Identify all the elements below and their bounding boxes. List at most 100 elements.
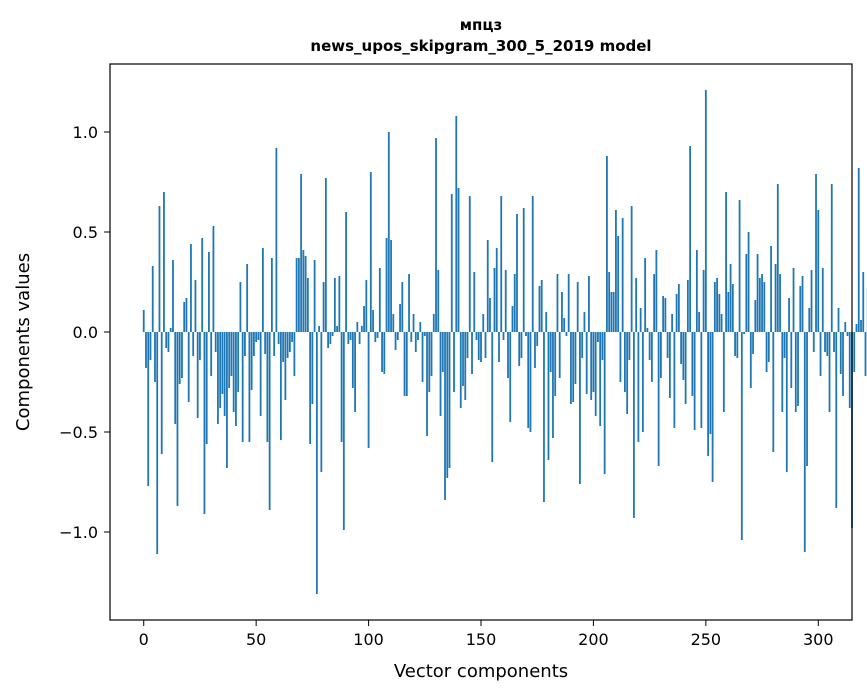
bar — [835, 332, 838, 508]
bar — [563, 318, 566, 332]
bar — [495, 248, 498, 332]
bar — [520, 332, 523, 358]
bar — [599, 332, 602, 426]
bar — [756, 254, 759, 332]
bar — [331, 332, 334, 336]
bar — [297, 258, 300, 332]
bar — [421, 332, 424, 382]
bar — [743, 332, 745, 334]
bar — [565, 332, 568, 336]
bar — [194, 280, 197, 332]
bar — [349, 332, 352, 340]
bar — [322, 282, 325, 332]
bar — [369, 172, 372, 332]
bar — [610, 292, 613, 332]
bar — [862, 272, 865, 332]
bar — [295, 258, 298, 332]
y-tick-label: −1.0 — [59, 523, 98, 542]
bar — [536, 332, 539, 346]
bar — [399, 304, 401, 332]
bar — [740, 332, 743, 540]
bar — [279, 332, 282, 440]
y-tick-label: 0.0 — [73, 323, 98, 342]
bar — [772, 332, 775, 452]
bar — [203, 332, 206, 514]
bar — [545, 312, 548, 332]
x-tick-label: 200 — [578, 630, 609, 649]
bar — [837, 308, 840, 332]
bar — [747, 232, 750, 332]
bar — [860, 320, 862, 332]
bar — [275, 148, 278, 332]
y-tick-label: 1.0 — [73, 123, 98, 142]
bar — [232, 332, 235, 412]
bar — [327, 332, 329, 348]
bar — [333, 278, 336, 332]
bars-group — [142, 90, 867, 594]
bar — [300, 174, 303, 332]
bar — [552, 332, 554, 438]
bar — [754, 300, 757, 332]
bar — [363, 306, 365, 332]
bar — [486, 240, 489, 332]
bar — [511, 306, 514, 332]
bar — [354, 332, 356, 412]
bar — [675, 294, 678, 332]
bar — [556, 274, 559, 332]
bar — [248, 332, 251, 442]
bar — [435, 138, 437, 332]
bar — [302, 250, 305, 332]
bar — [588, 276, 590, 332]
bar — [691, 332, 694, 396]
bar — [448, 332, 451, 468]
bar — [383, 332, 386, 374]
bar — [522, 208, 525, 332]
bar — [619, 332, 622, 382]
bar — [540, 280, 543, 332]
bar — [457, 188, 460, 332]
bar — [597, 332, 599, 342]
bar — [455, 116, 458, 332]
bar — [504, 270, 507, 332]
bar — [360, 326, 363, 332]
bar — [320, 332, 323, 472]
bar — [502, 332, 505, 340]
bar — [857, 168, 860, 332]
bar — [731, 284, 734, 332]
bar — [507, 332, 509, 378]
bar — [385, 238, 388, 332]
bar — [698, 312, 700, 332]
bar — [653, 274, 656, 332]
bar — [432, 314, 435, 332]
bar — [790, 332, 793, 388]
bar — [163, 192, 165, 332]
bar — [695, 250, 698, 332]
bar — [644, 258, 647, 332]
bar — [489, 298, 491, 332]
bar — [214, 332, 217, 352]
bar — [282, 332, 285, 362]
bar — [480, 332, 482, 362]
bar — [210, 332, 213, 376]
bar — [244, 332, 246, 356]
bar — [484, 332, 487, 358]
bar — [313, 260, 316, 332]
bar — [534, 332, 536, 368]
bar — [430, 332, 433, 376]
bar — [257, 332, 260, 340]
bar — [808, 308, 811, 332]
bar — [745, 254, 748, 332]
bar — [736, 332, 739, 358]
bar — [628, 332, 631, 360]
bar — [842, 332, 844, 396]
bar — [318, 326, 321, 332]
bar — [704, 90, 707, 332]
bar — [347, 332, 350, 344]
bar — [167, 332, 170, 352]
bar — [821, 268, 824, 332]
bar — [471, 332, 473, 374]
bar — [190, 244, 192, 332]
x-tick-label: 50 — [246, 630, 266, 649]
bar — [172, 260, 174, 332]
